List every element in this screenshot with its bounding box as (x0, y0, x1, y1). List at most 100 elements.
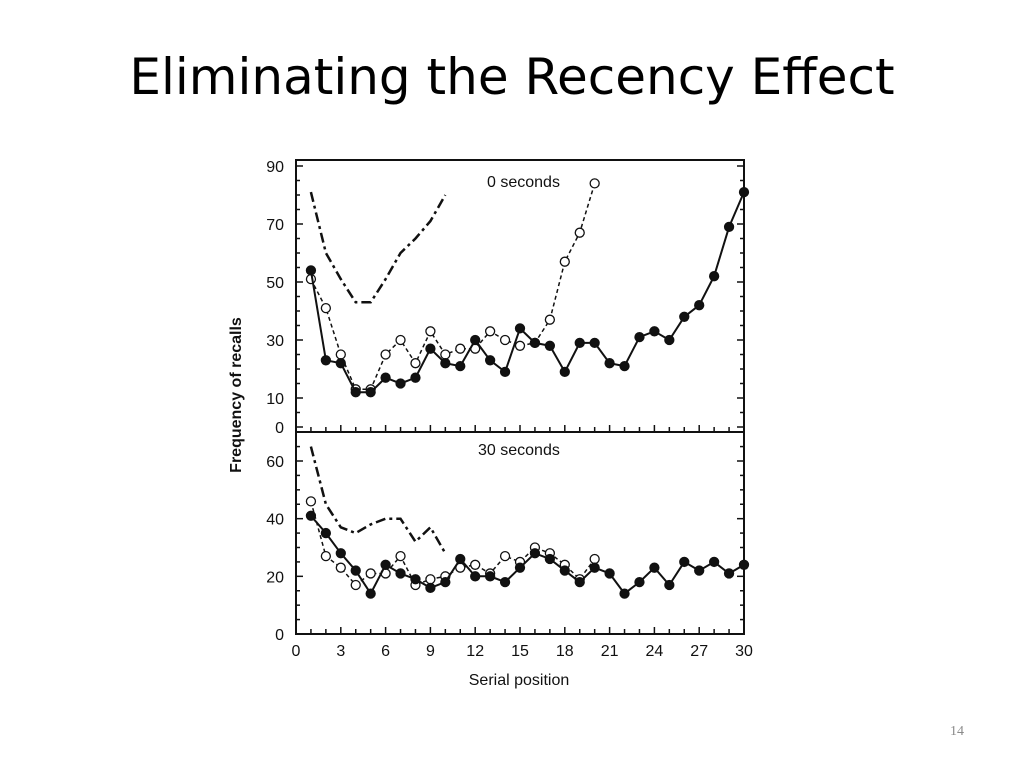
x-axis-label: Serial position (469, 672, 570, 689)
data-point-open (335, 349, 346, 360)
data-point-filled (723, 221, 735, 233)
data-point-filled (350, 565, 361, 576)
data-point-filled (514, 562, 526, 573)
data-point-filled (738, 559, 750, 570)
data-point-open (589, 178, 600, 189)
y-tick-label-top: 70 (266, 217, 284, 234)
x-tick-label: 21 (601, 643, 619, 660)
data-point-filled (634, 576, 645, 588)
data-point-filled (544, 340, 556, 351)
panel-title-top: 0 seconds (487, 174, 560, 191)
data-point-filled (723, 568, 735, 579)
data-point-filled (589, 337, 600, 349)
series-line-dashed-open-circles-top (310, 183, 596, 391)
data-point-filled (738, 186, 750, 198)
data-point-open (589, 553, 600, 565)
data-point-filled (649, 326, 660, 337)
data-point-filled (664, 579, 675, 591)
data-point-filled (425, 582, 436, 594)
data-point-filled (470, 334, 481, 346)
y-tick-label-bottom: 20 (266, 569, 284, 586)
data-point-filled (544, 553, 556, 565)
data-point-filled (574, 576, 585, 588)
y-tick-label-bottom: 60 (266, 454, 284, 471)
data-point-filled (305, 265, 317, 276)
data-point-filled (529, 337, 541, 349)
data-point-filled (335, 548, 346, 559)
data-point-filled (305, 510, 317, 521)
data-point-filled (604, 358, 615, 369)
data-point-open (440, 349, 451, 360)
data-point-filled (694, 300, 705, 311)
data-point-open (470, 559, 481, 570)
data-point-open (395, 334, 406, 346)
data-point-open (484, 326, 496, 337)
series-layer (305, 178, 750, 599)
data-point-filled (664, 334, 675, 346)
data-point-filled (440, 576, 451, 588)
page-number: 14 (950, 724, 964, 739)
x-tick-label: 6 (381, 643, 390, 660)
x-tick-label: 27 (690, 643, 708, 660)
data-point-filled (679, 311, 690, 322)
axes-layer: 0 3 6 9 12 15 18 21 24 27 30 0 10 30 50 70 90 0 20 40 60 (266, 159, 753, 660)
y-tick-label-top: 30 (266, 333, 284, 350)
data-point-open (514, 340, 526, 351)
data-point-open (574, 227, 585, 238)
data-point-filled (440, 358, 451, 369)
panel-frame-bottom (295, 431, 745, 635)
data-point-open (544, 314, 556, 325)
data-point-filled (604, 568, 615, 579)
data-point-open (335, 562, 346, 573)
data-point-filled (320, 527, 332, 539)
data-point-filled (365, 387, 376, 398)
data-point-filled (559, 366, 570, 378)
x-tick-label: 0 (292, 643, 301, 660)
data-point-open (559, 256, 570, 267)
x-tick-label: 30 (735, 643, 753, 660)
y-tick-label-top: 50 (266, 275, 284, 292)
x-tick-label: 15 (511, 643, 529, 660)
data-point-filled (425, 343, 436, 354)
data-point-filled (335, 358, 346, 369)
series-line-dash-dot-top (309, 191, 447, 304)
data-point-filled (455, 360, 466, 372)
data-point-filled (410, 372, 421, 383)
data-point-filled (589, 562, 600, 573)
x-tick-label: 12 (466, 643, 484, 660)
data-point-open (350, 579, 361, 591)
data-point-open (410, 358, 421, 369)
data-point-open (425, 326, 436, 337)
data-point-open (499, 334, 511, 346)
x-tick-label: 18 (556, 643, 574, 660)
data-point-open (499, 551, 511, 562)
y-tick-label-bottom: 0 (275, 627, 284, 644)
y-tick-label-top: 0 (275, 420, 284, 437)
x-tick-label: 9 (426, 643, 435, 660)
data-point-filled (499, 576, 511, 588)
y-tick-label-top: 10 (266, 391, 284, 408)
data-point-filled (410, 574, 421, 585)
data-point-filled (708, 271, 720, 282)
data-point-open (305, 496, 317, 507)
data-point-filled (619, 588, 630, 599)
data-point-filled (634, 331, 645, 343)
data-point-filled (380, 372, 391, 383)
data-point-open (320, 551, 332, 562)
y-axis-label: Frequency of recalls (228, 317, 245, 473)
data-point-filled (380, 559, 391, 570)
data-point-filled (559, 565, 570, 576)
data-point-open (425, 574, 436, 585)
data-point-filled (619, 360, 630, 372)
data-point-filled (320, 355, 332, 366)
series-line-solid-filled-circles-top (309, 191, 745, 394)
data-point-filled (649, 562, 660, 573)
data-point-open (320, 302, 332, 314)
x-tick-label: 24 (646, 643, 664, 660)
data-point-filled (499, 366, 511, 378)
panel-title-bottom: 30 seconds (478, 442, 560, 459)
data-point-filled (395, 378, 406, 389)
series-line-dash-dot-bottom (309, 446, 447, 554)
data-point-open (455, 343, 466, 354)
